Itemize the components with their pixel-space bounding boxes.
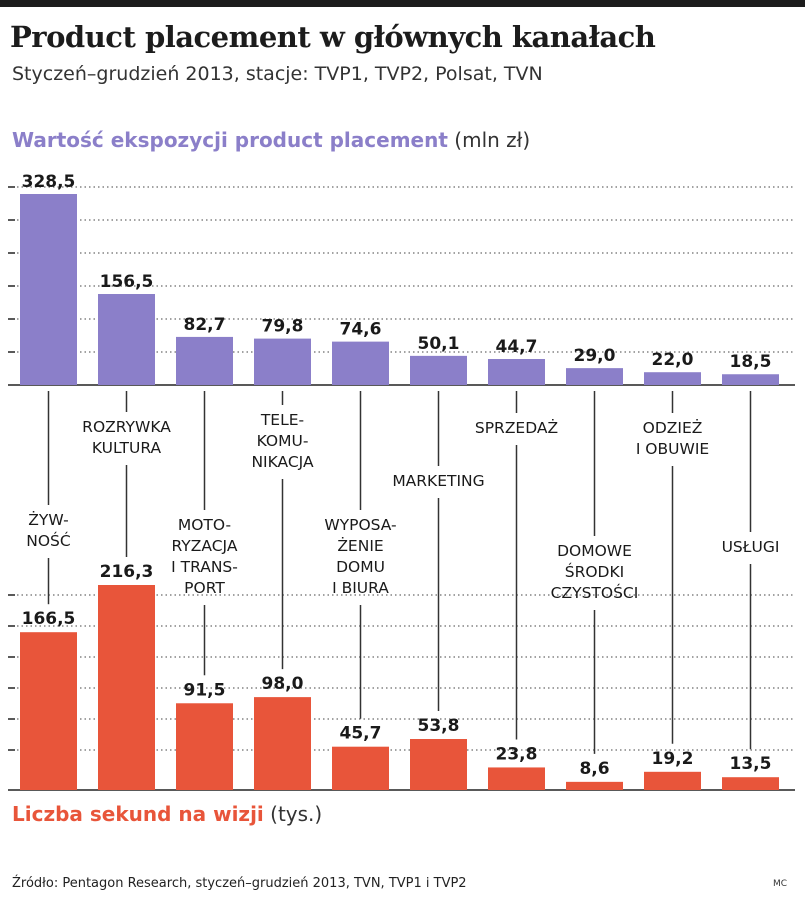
category-label: NIKACJA	[251, 453, 314, 471]
category-label: ŻYW-	[28, 510, 68, 529]
top-series-unit: (mln zł)	[454, 128, 531, 152]
bottom-value-label: 216,3	[100, 562, 154, 582]
top-bar	[566, 368, 623, 385]
category-label: PORT	[184, 579, 225, 597]
bottom-bar	[566, 781, 623, 790]
top-rule	[0, 0, 805, 7]
category-label: ŻENIE	[337, 536, 383, 555]
top-value-label: 29,0	[574, 346, 616, 366]
bottom-value-label: 91,5	[184, 680, 226, 700]
bottom-bar	[98, 585, 155, 790]
category-label: MARKETING	[392, 472, 484, 490]
bottom-bar	[410, 739, 467, 790]
top-bar	[644, 372, 701, 385]
top-bar	[722, 374, 779, 385]
top-bar	[98, 294, 155, 385]
bottom-value-label: 45,7	[340, 724, 382, 744]
category-label: RYZACJA	[172, 537, 238, 555]
top-value-label: 82,7	[184, 315, 226, 335]
category-label: MOTO-	[178, 516, 231, 534]
top-bar	[410, 355, 467, 385]
bottom-series-name: Liczba sekund na wizji	[12, 802, 264, 826]
chart-subtitle: Styczeń–grudzień 2013, stacje: TVP1, TVP…	[12, 63, 543, 85]
bottom-series-unit: (tys.)	[270, 802, 323, 826]
category-label: ODZIEŻ	[643, 418, 703, 437]
top-value-label: 50,1	[418, 334, 460, 354]
top-value-label: 328,5	[22, 172, 76, 192]
bottom-bar	[20, 632, 77, 790]
top-value-label: 18,5	[730, 352, 772, 372]
bottom-bar	[332, 746, 389, 790]
bottom-bar	[176, 703, 233, 790]
chart-title: Product placement w głównych kanałach	[10, 20, 656, 54]
bottom-value-label: 13,5	[730, 754, 772, 774]
category-label: ŚRODKI	[565, 562, 624, 581]
category-label: USŁUGI	[722, 538, 780, 556]
category-label: ROZRYWKA	[82, 418, 171, 436]
top-series-name: Wartość ekspozycji product placement	[12, 128, 448, 152]
bottom-value-label: 19,2	[652, 749, 694, 769]
category-label: TELE-	[260, 411, 304, 429]
bottom-value-label: 53,8	[418, 716, 460, 736]
category-label: NOŚĆ	[26, 531, 70, 550]
top-value-label: 22,0	[652, 350, 694, 370]
category-label: WYPOSA-	[324, 516, 396, 534]
bottom-value-label: 98,0	[262, 674, 304, 694]
bottom-value-label: 23,8	[496, 744, 538, 764]
top-bar	[176, 336, 233, 385]
bottom-value-label: 166,5	[22, 609, 76, 629]
bottom-bar	[254, 697, 311, 790]
category-label: SPRZEDAŻ	[475, 418, 558, 437]
credit-mark: MC	[772, 879, 787, 889]
category-label: KULTURA	[92, 439, 162, 457]
top-bar	[332, 341, 389, 385]
category-label: I TRANS-	[171, 558, 238, 576]
top-bar	[254, 338, 311, 385]
category-label: I BIURA	[332, 579, 389, 597]
bottom-series-header: Liczba sekund na wizji (tys.)	[12, 802, 322, 826]
top-bar	[488, 359, 545, 385]
top-value-label: 156,5	[100, 272, 154, 292]
source-note: Źródło: Pentagon Research, styczeń–grudz…	[12, 876, 467, 891]
top-bar	[20, 194, 77, 385]
category-label: DOMU	[336, 558, 385, 576]
category-label: KOMU-	[257, 432, 309, 450]
bottom-bar	[644, 771, 701, 790]
top-value-label: 74,6	[340, 320, 382, 340]
category-label: I OBUWIE	[636, 440, 709, 458]
category-label: CZYSTOŚCI	[551, 583, 639, 602]
bottom-value-label: 8,6	[579, 759, 609, 779]
top-value-label: 44,7	[496, 337, 538, 357]
top-value-label: 79,8	[262, 317, 304, 337]
bottom-bar	[488, 767, 545, 790]
category-label: DOMOWE	[557, 542, 632, 560]
top-series-header: Wartość ekspozycji product placement (ml…	[12, 128, 530, 152]
bottom-bar	[722, 777, 779, 790]
